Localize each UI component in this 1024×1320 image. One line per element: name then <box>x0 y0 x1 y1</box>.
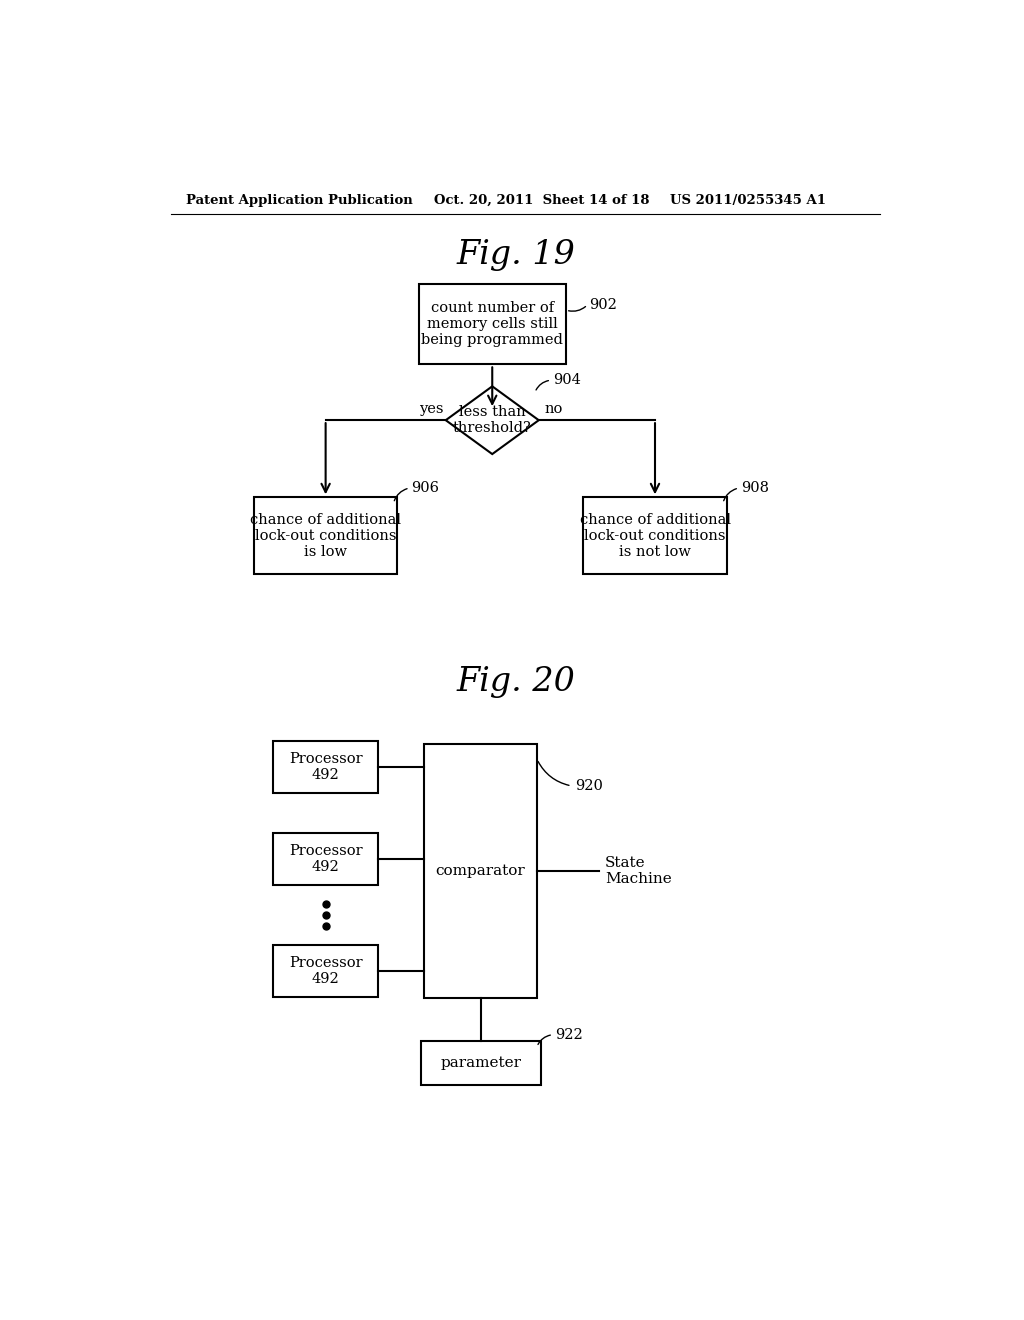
Bar <box>254 498 397 574</box>
Bar <box>584 498 727 574</box>
Bar <box>273 833 378 886</box>
Text: Processor
492: Processor 492 <box>289 751 362 781</box>
Text: less than
threshold?: less than threshold? <box>453 405 531 436</box>
Text: Oct. 20, 2011  Sheet 14 of 18: Oct. 20, 2011 Sheet 14 of 18 <box>434 194 649 207</box>
Text: Processor
492: Processor 492 <box>289 843 362 874</box>
Text: count number of
memory cells still
being programmed: count number of memory cells still being… <box>421 301 563 347</box>
Text: 902: 902 <box>589 298 617 312</box>
Text: Processor
492: Processor 492 <box>289 956 362 986</box>
Text: parameter: parameter <box>440 1056 521 1071</box>
Text: 906: 906 <box>412 480 439 495</box>
Text: Fig. 19: Fig. 19 <box>456 239 574 271</box>
Text: US 2011/0255345 A1: US 2011/0255345 A1 <box>671 194 826 207</box>
Polygon shape <box>445 387 539 454</box>
Text: yes: yes <box>419 403 443 416</box>
Text: 904: 904 <box>553 374 581 387</box>
Bar <box>419 284 566 364</box>
Bar <box>273 945 378 997</box>
Text: 908: 908 <box>740 480 769 495</box>
Text: State
Machine: State Machine <box>605 855 672 886</box>
Text: chance of additional
lock-out conditions
is not low: chance of additional lock-out conditions… <box>580 512 730 558</box>
Text: 920: 920 <box>575 779 603 793</box>
Text: no: no <box>545 403 563 416</box>
Bar <box>273 741 378 793</box>
Text: 922: 922 <box>555 1028 583 1041</box>
Text: Patent Application Publication: Patent Application Publication <box>186 194 413 207</box>
Text: Fig. 20: Fig. 20 <box>456 667 574 698</box>
Text: comparator: comparator <box>436 863 525 878</box>
Text: chance of additional
lock-out conditions
is low: chance of additional lock-out conditions… <box>250 512 401 558</box>
Bar <box>421 1040 541 1085</box>
Bar <box>424 743 537 998</box>
